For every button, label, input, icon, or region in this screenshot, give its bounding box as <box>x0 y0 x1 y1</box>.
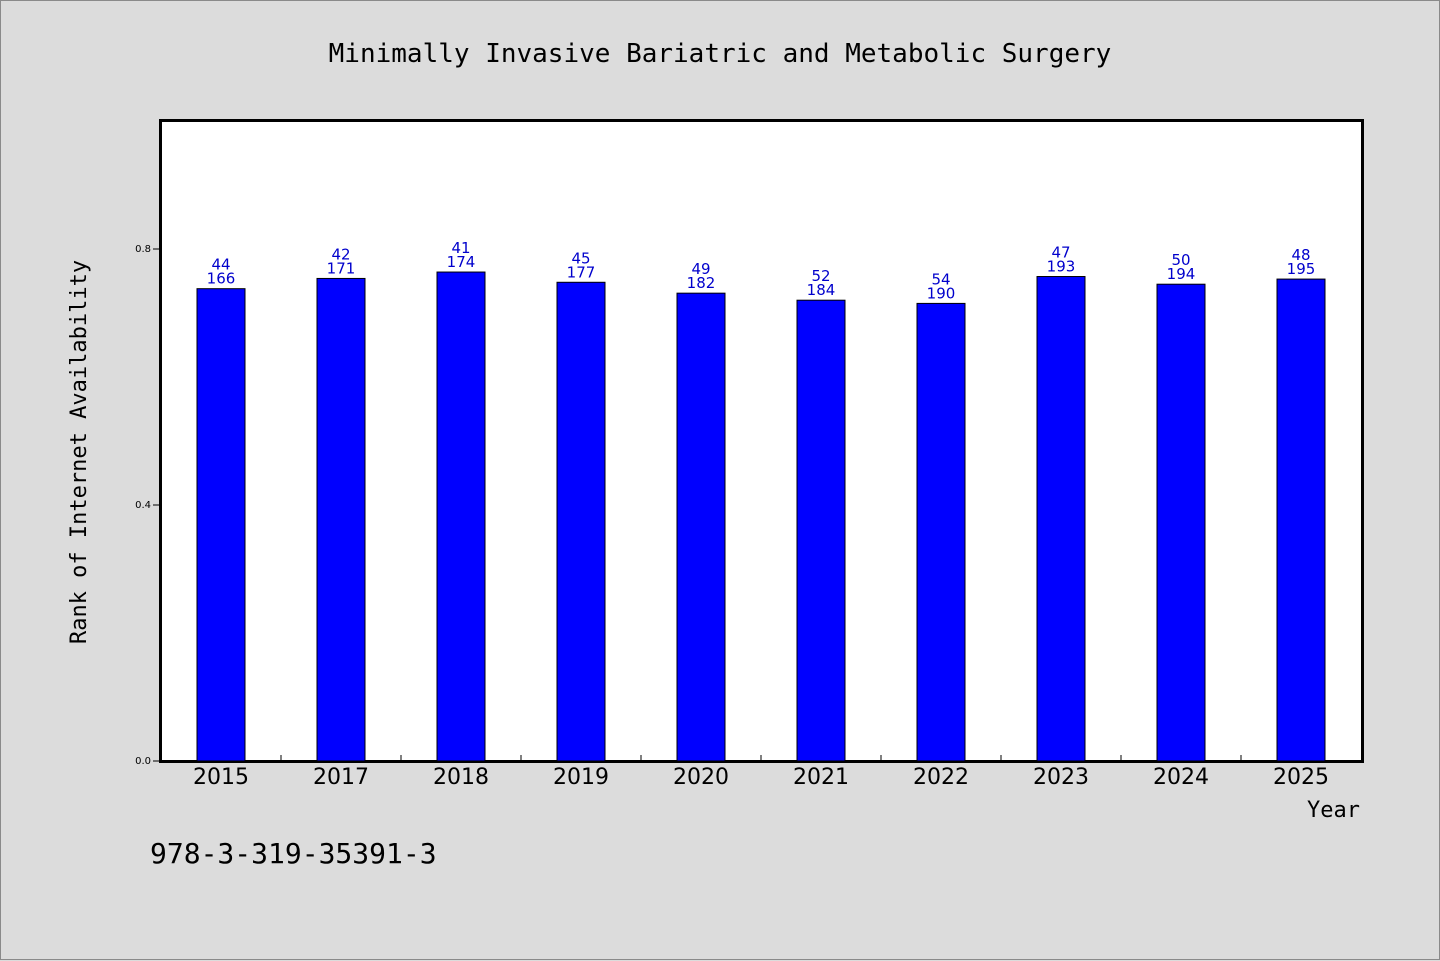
y-tick-label-0.0: 0.0 <box>135 756 151 767</box>
bar-2023 <box>1036 276 1086 762</box>
x-tick-label-2024: 2024 <box>1153 765 1209 790</box>
bar-2021 <box>796 299 846 762</box>
bar-label-count-2017: 171 <box>327 259 356 277</box>
bar-label-count-2021: 184 <box>807 281 836 299</box>
bar-label-rank-2022: 54 <box>931 270 950 288</box>
isbn-text: 978-3-319-35391-3 <box>150 837 437 870</box>
x-tick-label-2017: 2017 <box>313 765 369 790</box>
y-tick-label-0.4: 0.4 <box>135 500 151 511</box>
bar-label-rank-2025: 48 <box>1291 246 1310 264</box>
bar-label-count-2018: 174 <box>447 253 476 271</box>
bar-label-rank-2021: 52 <box>811 267 830 285</box>
bar-label-rank-2015: 44 <box>211 256 230 274</box>
bar-label-count-2022: 190 <box>927 284 956 302</box>
bar-2015 <box>196 288 246 762</box>
y-axis-ticks: 0.0 0.4 0.8 <box>135 244 161 767</box>
x-tick-label-2025: 2025 <box>1273 765 1329 790</box>
x-tick-label-2021: 2021 <box>793 765 849 790</box>
bar-2018 <box>436 271 486 762</box>
y-axis-label: Rank of Internet Availability <box>67 260 92 644</box>
bar-label-count-2023: 193 <box>1047 258 1076 276</box>
bar-2017 <box>316 277 366 762</box>
bar-2025 <box>1276 278 1326 762</box>
bar-2020 <box>676 292 726 762</box>
x-tick-label-2020: 2020 <box>673 765 729 790</box>
x-tick-label-2023: 2023 <box>1033 765 1089 790</box>
y-tick-label-0.8: 0.8 <box>135 244 151 255</box>
bar-label-count-2025: 195 <box>1287 260 1316 278</box>
bar-2024 <box>1156 283 1206 762</box>
bar-label-rank-2018: 41 <box>451 239 470 257</box>
bar-label-count-2015: 166 <box>207 270 236 288</box>
x-tick-label-2015: 2015 <box>193 765 249 790</box>
bar-label-rank-2024: 50 <box>1171 251 1190 269</box>
x-axis-ticks: 2015 2017 2018 2019 2020 2021 2022 2023 2024 2025 <box>193 755 1329 790</box>
bar-label-rank-2020: 49 <box>691 260 710 278</box>
chart-title: Minimally Invasive Bariatric and Metabol… <box>329 39 1112 69</box>
x-axis-label: Year <box>1307 798 1360 823</box>
x-tick-label-2019: 2019 <box>553 765 609 790</box>
bar-label-count-2019: 177 <box>567 263 596 281</box>
bar-label-rank-2023: 47 <box>1051 244 1070 262</box>
bar-label-rank-2017: 42 <box>331 245 350 263</box>
x-tick-label-2018: 2018 <box>433 765 489 790</box>
bar-2019 <box>556 281 606 762</box>
x-tick-label-2022: 2022 <box>913 765 969 790</box>
bar-label-count-2024: 194 <box>1167 265 1196 283</box>
bar-label-count-2020: 182 <box>687 274 716 292</box>
bar-2022 <box>916 302 966 762</box>
bar-label-rank-2019: 45 <box>571 249 590 267</box>
